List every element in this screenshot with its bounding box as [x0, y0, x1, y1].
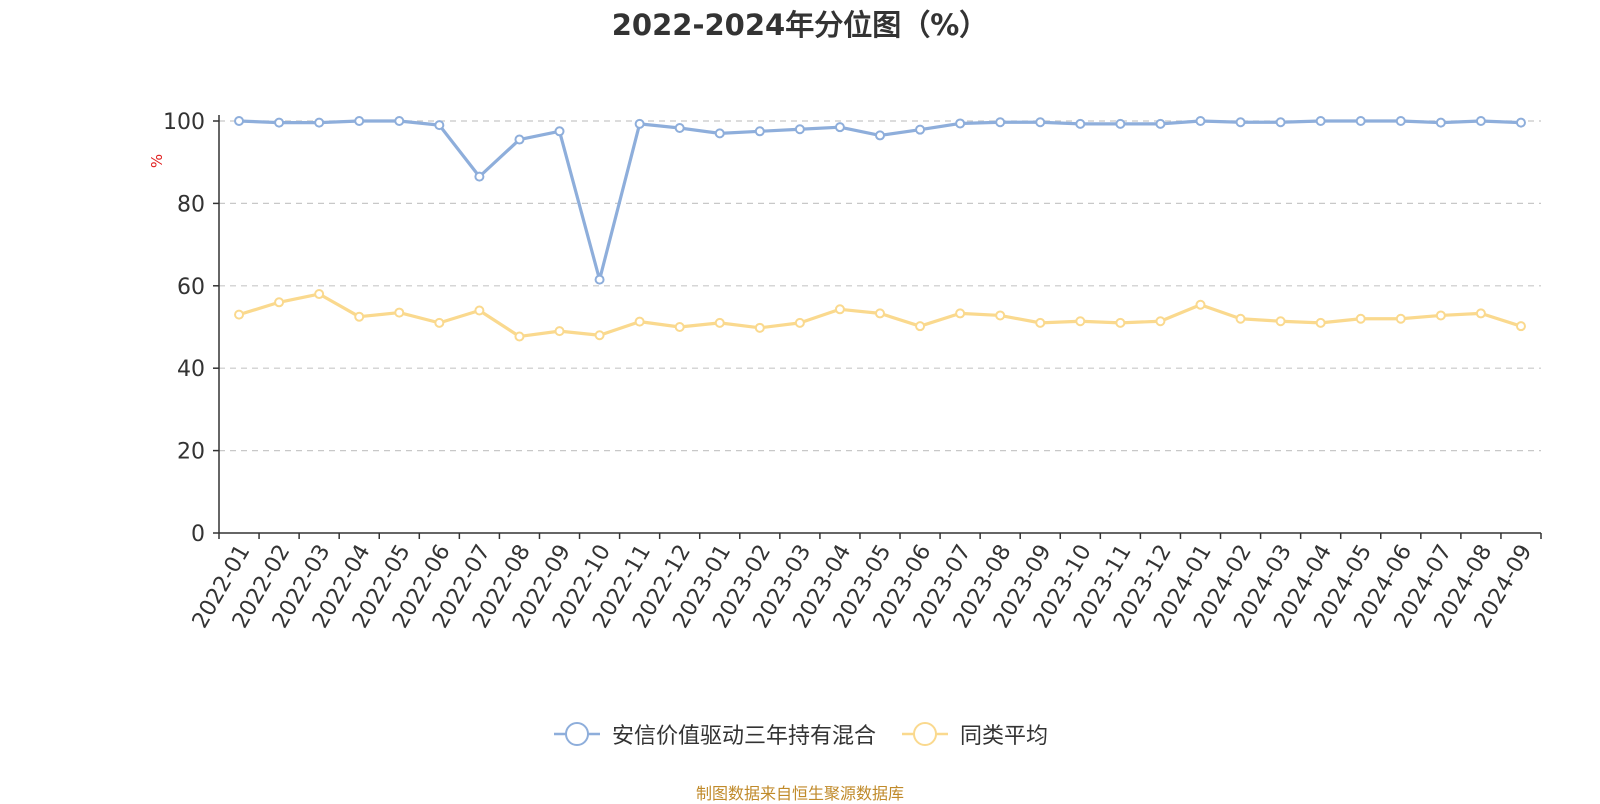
data-point[interactable] [434, 317, 445, 328]
data-point[interactable] [955, 308, 966, 319]
data-point[interactable] [875, 130, 885, 141]
data-point[interactable] [875, 308, 885, 319]
data-point[interactable] [594, 274, 605, 285]
data-point[interactable] [1195, 116, 1206, 126]
series-group [234, 116, 1526, 342]
data-point[interactable] [1155, 118, 1166, 129]
data-point[interactable] [834, 122, 845, 133]
data-point[interactable] [634, 316, 645, 327]
data-point[interactable] [714, 128, 725, 139]
data-point[interactable] [1075, 316, 1086, 327]
data-point[interactable] [1155, 316, 1166, 327]
legend-item-1[interactable]: 安信价值驱动三年持有混合 [552, 718, 876, 750]
data-point[interactable] [1315, 116, 1326, 126]
data-point[interactable] [314, 289, 325, 300]
data-point[interactable] [674, 322, 685, 332]
data-point[interactable] [514, 134, 525, 145]
data-point[interactable] [714, 317, 725, 328]
data-point[interactable] [594, 330, 605, 341]
data-point[interactable] [754, 126, 765, 137]
data-point[interactable] [394, 307, 405, 318]
data-point[interactable] [1515, 117, 1526, 128]
data-point[interactable] [1075, 118, 1086, 129]
data-point[interactable] [1035, 117, 1046, 128]
data-point[interactable] [834, 304, 845, 315]
data-point[interactable] [794, 317, 805, 328]
data-point[interactable] [554, 126, 565, 137]
data-point[interactable] [754, 322, 765, 333]
data-point[interactable] [1475, 308, 1486, 319]
data-point[interactable] [1435, 117, 1446, 128]
series-2 [234, 289, 1526, 342]
chart-title: 2022-2024年分位图（%） [611, 8, 989, 42]
series-line [238, 119, 1522, 282]
legend-item-2[interactable]: 同类平均 [900, 718, 1048, 750]
data-point[interactable] [1355, 313, 1366, 324]
data-point[interactable] [474, 171, 485, 182]
legend-label: 安信价值驱动三年持有混合 [611, 724, 876, 749]
data-point[interactable] [234, 116, 245, 126]
data-point[interactable] [1435, 310, 1446, 321]
grid-lines [219, 120, 1541, 452]
series-1 [234, 116, 1526, 285]
data-point[interactable] [1395, 116, 1406, 126]
data-point[interactable] [274, 297, 285, 308]
data-point[interactable] [314, 117, 325, 128]
data-point[interactable] [274, 117, 285, 128]
data-point[interactable] [1475, 116, 1486, 126]
data-point[interactable] [1275, 316, 1286, 327]
data-point[interactable] [1515, 321, 1526, 332]
y-tick-label: 60 [177, 275, 205, 300]
data-point[interactable] [514, 331, 525, 342]
data-point[interactable] [1235, 117, 1246, 128]
y-tick-label: 40 [177, 357, 205, 382]
data-point[interactable] [554, 326, 565, 337]
data-point[interactable] [354, 311, 365, 322]
legend-marker [553, 722, 600, 746]
data-point[interactable] [1195, 299, 1206, 310]
y-tick-label: 80 [177, 192, 205, 217]
legend: 安信价值驱动三年持有混合 同类平均 [0, 718, 1600, 750]
data-point[interactable] [794, 124, 805, 135]
data-point[interactable] [1315, 317, 1326, 328]
data-point[interactable] [1115, 317, 1126, 328]
axes: 020406080100%2022-012022-022022-032022-0… [148, 110, 1542, 633]
legend-label: 同类平均 [960, 724, 1049, 749]
y-tick-label: 0 [191, 522, 205, 547]
source-note: 制图数据来自恒生聚源数据库 [695, 784, 904, 803]
y-axis-label: % [148, 154, 166, 168]
data-point[interactable] [674, 123, 685, 134]
data-point[interactable] [915, 321, 926, 332]
data-point[interactable] [1275, 117, 1286, 128]
data-point[interactable] [1115, 118, 1126, 129]
data-point[interactable] [955, 118, 966, 129]
data-point[interactable] [434, 120, 445, 131]
data-point[interactable] [915, 124, 926, 135]
data-point[interactable] [1035, 317, 1046, 328]
legend-marker [902, 722, 948, 746]
data-point[interactable] [474, 305, 485, 316]
y-tick-label: 20 [177, 440, 205, 465]
data-point[interactable] [634, 118, 645, 129]
data-point[interactable] [1395, 313, 1406, 324]
y-tick-label: 100 [163, 110, 205, 135]
data-point[interactable] [234, 309, 245, 320]
data-point[interactable] [1355, 116, 1366, 126]
data-point[interactable] [995, 310, 1006, 321]
data-point[interactable] [354, 116, 365, 126]
data-point[interactable] [995, 117, 1006, 128]
data-point[interactable] [394, 116, 405, 126]
data-point[interactable] [1235, 313, 1246, 324]
